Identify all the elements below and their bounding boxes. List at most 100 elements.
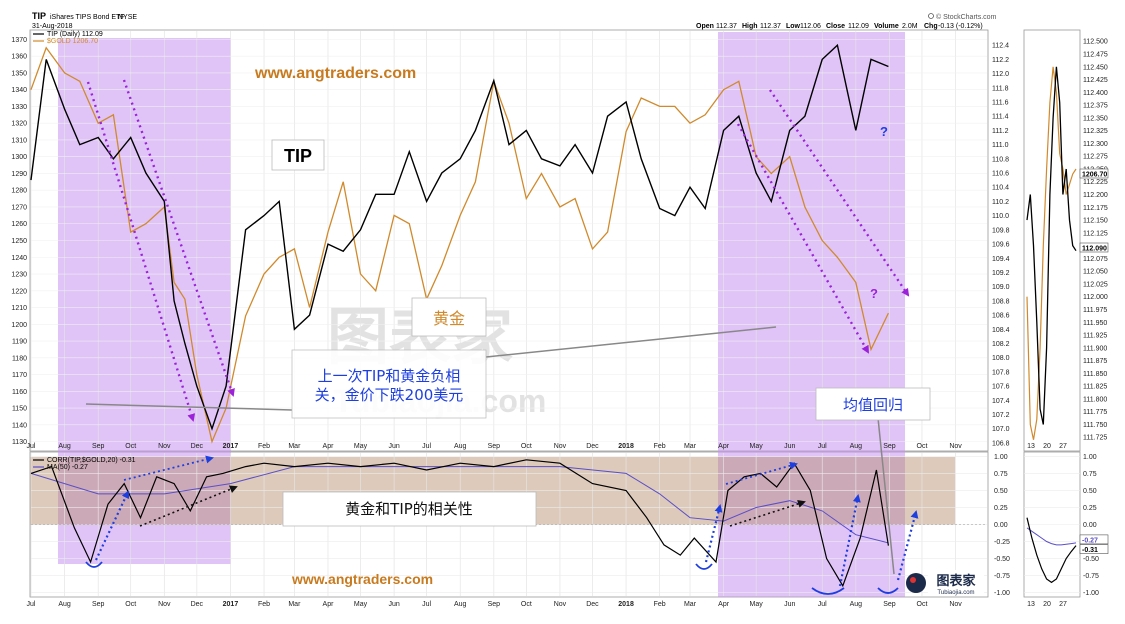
chg-value: -0.13 (-0.12%) xyxy=(938,23,983,30)
x-tick-label: May xyxy=(354,443,368,450)
corr-tick-label: 1.00 xyxy=(994,454,1008,461)
inset-lower-tick: -1.00 xyxy=(1083,590,1099,597)
legend-tip: TIP (Daily) 112.09 xyxy=(47,31,103,38)
inset-right-tick: 112.400 xyxy=(1083,90,1108,97)
logo-backdrop xyxy=(928,570,984,596)
symbol: TIP xyxy=(32,11,46,21)
value-tag-box xyxy=(1079,544,1109,554)
inset-right-tick: 112.000 xyxy=(1083,294,1108,301)
inset-x-tick-lower: 13 xyxy=(1027,601,1035,608)
inset-corr-line xyxy=(1026,517,1077,584)
corr-tick-label: -0.50 xyxy=(994,556,1010,563)
inset-right-tick: 112.050 xyxy=(1083,269,1108,276)
x-tick-label-lower: Jun xyxy=(784,601,795,608)
right-tick-label: 107.8 xyxy=(992,369,1010,376)
inset-right-tick: 112.175 xyxy=(1083,205,1108,212)
inset-x-tick: 13 xyxy=(1027,443,1035,450)
x-tick-label: Jul xyxy=(422,443,431,450)
x-tick-label-lower: Oct xyxy=(125,601,136,608)
inset-x-tick: 27 xyxy=(1059,443,1067,450)
inset-lower-tick: 0.25 xyxy=(1083,505,1097,512)
arrow-purple-2 xyxy=(122,79,235,397)
gold-series-line xyxy=(30,46,889,444)
site-credit: © StockCharts.com xyxy=(936,13,997,21)
value-tag: -0.27 xyxy=(1082,537,1098,544)
x-tick-label: Sep xyxy=(92,443,105,450)
inset-right-tick: 112.025 xyxy=(1083,281,1108,288)
x-tick-label: 2017 xyxy=(223,443,239,450)
x-tick-label: Sep xyxy=(488,443,501,450)
x-tick-label-lower: Mar xyxy=(684,601,697,608)
trend-arrows xyxy=(85,79,919,595)
right-tick-label: 112.4 xyxy=(992,43,1009,50)
right-tick-label: 107.4 xyxy=(992,398,1010,405)
right-tick-label: 110.8 xyxy=(992,156,1009,163)
right-tick-label: 110.2 xyxy=(992,199,1009,206)
right-tick-label: 106.8 xyxy=(992,440,1010,447)
main-legend: TIP (Daily) 112.09 $GOLD 1206.70 CORR(TI… xyxy=(33,31,136,471)
watermark-bottom: www.angtraders.com xyxy=(291,571,433,587)
trough-arc-2 xyxy=(695,563,713,570)
leader-line-mean xyxy=(877,417,895,575)
x-tick-label-lower: Aug xyxy=(850,601,863,608)
logo-icon xyxy=(906,573,926,593)
inset-right-tick: 112.150 xyxy=(1083,218,1108,225)
x-tick-label: Oct xyxy=(125,443,136,450)
leader-lines xyxy=(85,326,895,575)
x-tick-label: Sep xyxy=(883,443,896,450)
left-tick-label: 1150 xyxy=(12,406,27,413)
x-tick-label: May xyxy=(750,443,764,450)
logo-dot-icon xyxy=(910,577,916,583)
inset-lower-tick: -0.50 xyxy=(1083,556,1099,563)
right-tick-label: 110.4 xyxy=(992,185,1009,192)
legend-gold: $GOLD 1206.70 xyxy=(47,38,98,45)
x-tick-label-lower: Jun xyxy=(388,601,399,608)
chg-label: Chg xyxy=(924,23,938,30)
x-tick-label-lower: Jul xyxy=(27,601,36,608)
annotations: www.angtraders.com www.angtraders.com TI… xyxy=(254,65,931,587)
brand-logo: 图表家 Tubiaojia.com xyxy=(906,570,984,596)
right-tick-label: 108.4 xyxy=(992,327,1010,334)
low-value: 112.06 xyxy=(800,23,821,30)
value-tag-box xyxy=(1079,242,1109,253)
x-tick-label-lower: Jul xyxy=(422,601,431,608)
right-tick-label: 109.0 xyxy=(992,284,1010,291)
legend-corr: CORR(TIP,$GOLD,20) -0.31 xyxy=(47,457,136,464)
right-tick-label: 107.6 xyxy=(992,384,1010,391)
series-layer: 1206.70 112.090 -0.27 -0.31 xyxy=(30,43,1109,588)
left-tick-label: 1370 xyxy=(11,37,27,44)
gold-callout-box xyxy=(411,297,487,337)
right-tick-label: 111.8 xyxy=(992,85,1009,92)
inset-right-tick: 111.850 xyxy=(1083,371,1107,378)
leader-line-left xyxy=(85,403,293,411)
inset-right-tick: 112.350 xyxy=(1083,115,1108,122)
x-tick-label-lower: Nov xyxy=(554,601,567,608)
x-tick-label: Apr xyxy=(718,443,730,450)
left-tick-label: 1360 xyxy=(11,54,27,61)
inset-right-tick: 111.875 xyxy=(1083,358,1107,365)
x-tick-label-lower: Sep xyxy=(883,601,896,608)
tip-callout: TIP xyxy=(284,146,312,166)
value-tag: -0.31 xyxy=(1082,547,1098,554)
negative-corr-callout-box xyxy=(291,349,487,419)
x-tick-label-lower: Jul xyxy=(818,601,827,608)
inset-right-tick: 112.425 xyxy=(1083,77,1108,84)
trough-arc-4 xyxy=(877,587,899,594)
x-tick-label: Mar xyxy=(288,443,301,450)
arrow-black-1 xyxy=(139,485,238,527)
inset-right-tick: 111.900 xyxy=(1083,345,1107,352)
left-tick-label: 1250 xyxy=(11,238,27,245)
arrow-purple-1 xyxy=(86,81,196,422)
corr-tick-label: 0.25 xyxy=(994,505,1008,512)
right-tick-label: 111.4 xyxy=(992,114,1009,121)
shade-region-2016 xyxy=(58,38,231,564)
x-tick-label-lower: 2018 xyxy=(618,601,634,608)
left-tick-label: 1220 xyxy=(11,288,27,295)
arrow-blue-6 xyxy=(896,510,919,581)
left-tick-label: 1190 xyxy=(12,339,27,346)
left-tick-label: 1130 xyxy=(12,439,27,446)
open-value: 112.37 xyxy=(716,23,737,30)
inset-right-tick: 112.450 xyxy=(1083,64,1108,71)
left-tick-label: 1240 xyxy=(11,255,27,262)
